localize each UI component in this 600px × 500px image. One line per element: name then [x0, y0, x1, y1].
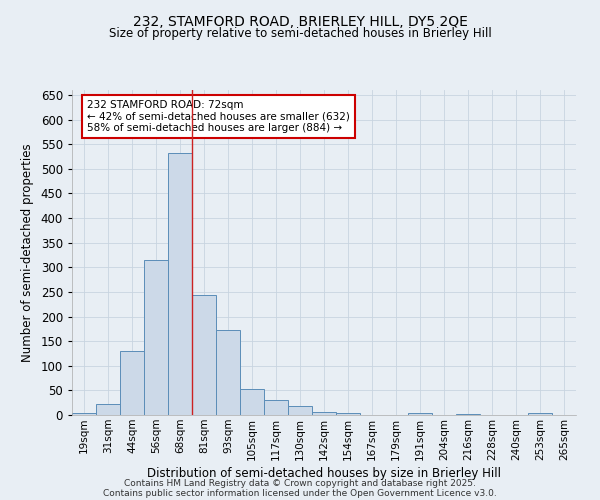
Text: Contains HM Land Registry data © Crown copyright and database right 2025.: Contains HM Land Registry data © Crown c… — [124, 478, 476, 488]
Text: Contains public sector information licensed under the Open Government Licence v3: Contains public sector information licen… — [103, 488, 497, 498]
Bar — [336, 412, 360, 415]
Bar — [264, 400, 288, 415]
Text: 232, STAMFORD ROAD, BRIERLEY HILL, DY5 2QE: 232, STAMFORD ROAD, BRIERLEY HILL, DY5 2… — [133, 15, 467, 29]
Bar — [72, 412, 96, 415]
Bar — [168, 152, 192, 415]
Text: 232 STAMFORD ROAD: 72sqm
← 42% of semi-detached houses are smaller (632)
58% of : 232 STAMFORD ROAD: 72sqm ← 42% of semi-d… — [87, 100, 350, 133]
Bar — [96, 404, 120, 415]
Bar — [216, 330, 240, 415]
Bar — [120, 351, 144, 415]
Bar — [456, 414, 480, 415]
Bar — [144, 260, 168, 415]
Y-axis label: Number of semi-detached properties: Number of semi-detached properties — [21, 143, 34, 362]
Bar — [192, 296, 216, 415]
Text: Size of property relative to semi-detached houses in Brierley Hill: Size of property relative to semi-detach… — [109, 28, 491, 40]
Bar — [528, 412, 552, 415]
Bar — [288, 406, 312, 415]
Bar — [240, 389, 264, 415]
Bar — [312, 412, 336, 415]
X-axis label: Distribution of semi-detached houses by size in Brierley Hill: Distribution of semi-detached houses by … — [147, 467, 501, 480]
Bar — [408, 413, 432, 415]
